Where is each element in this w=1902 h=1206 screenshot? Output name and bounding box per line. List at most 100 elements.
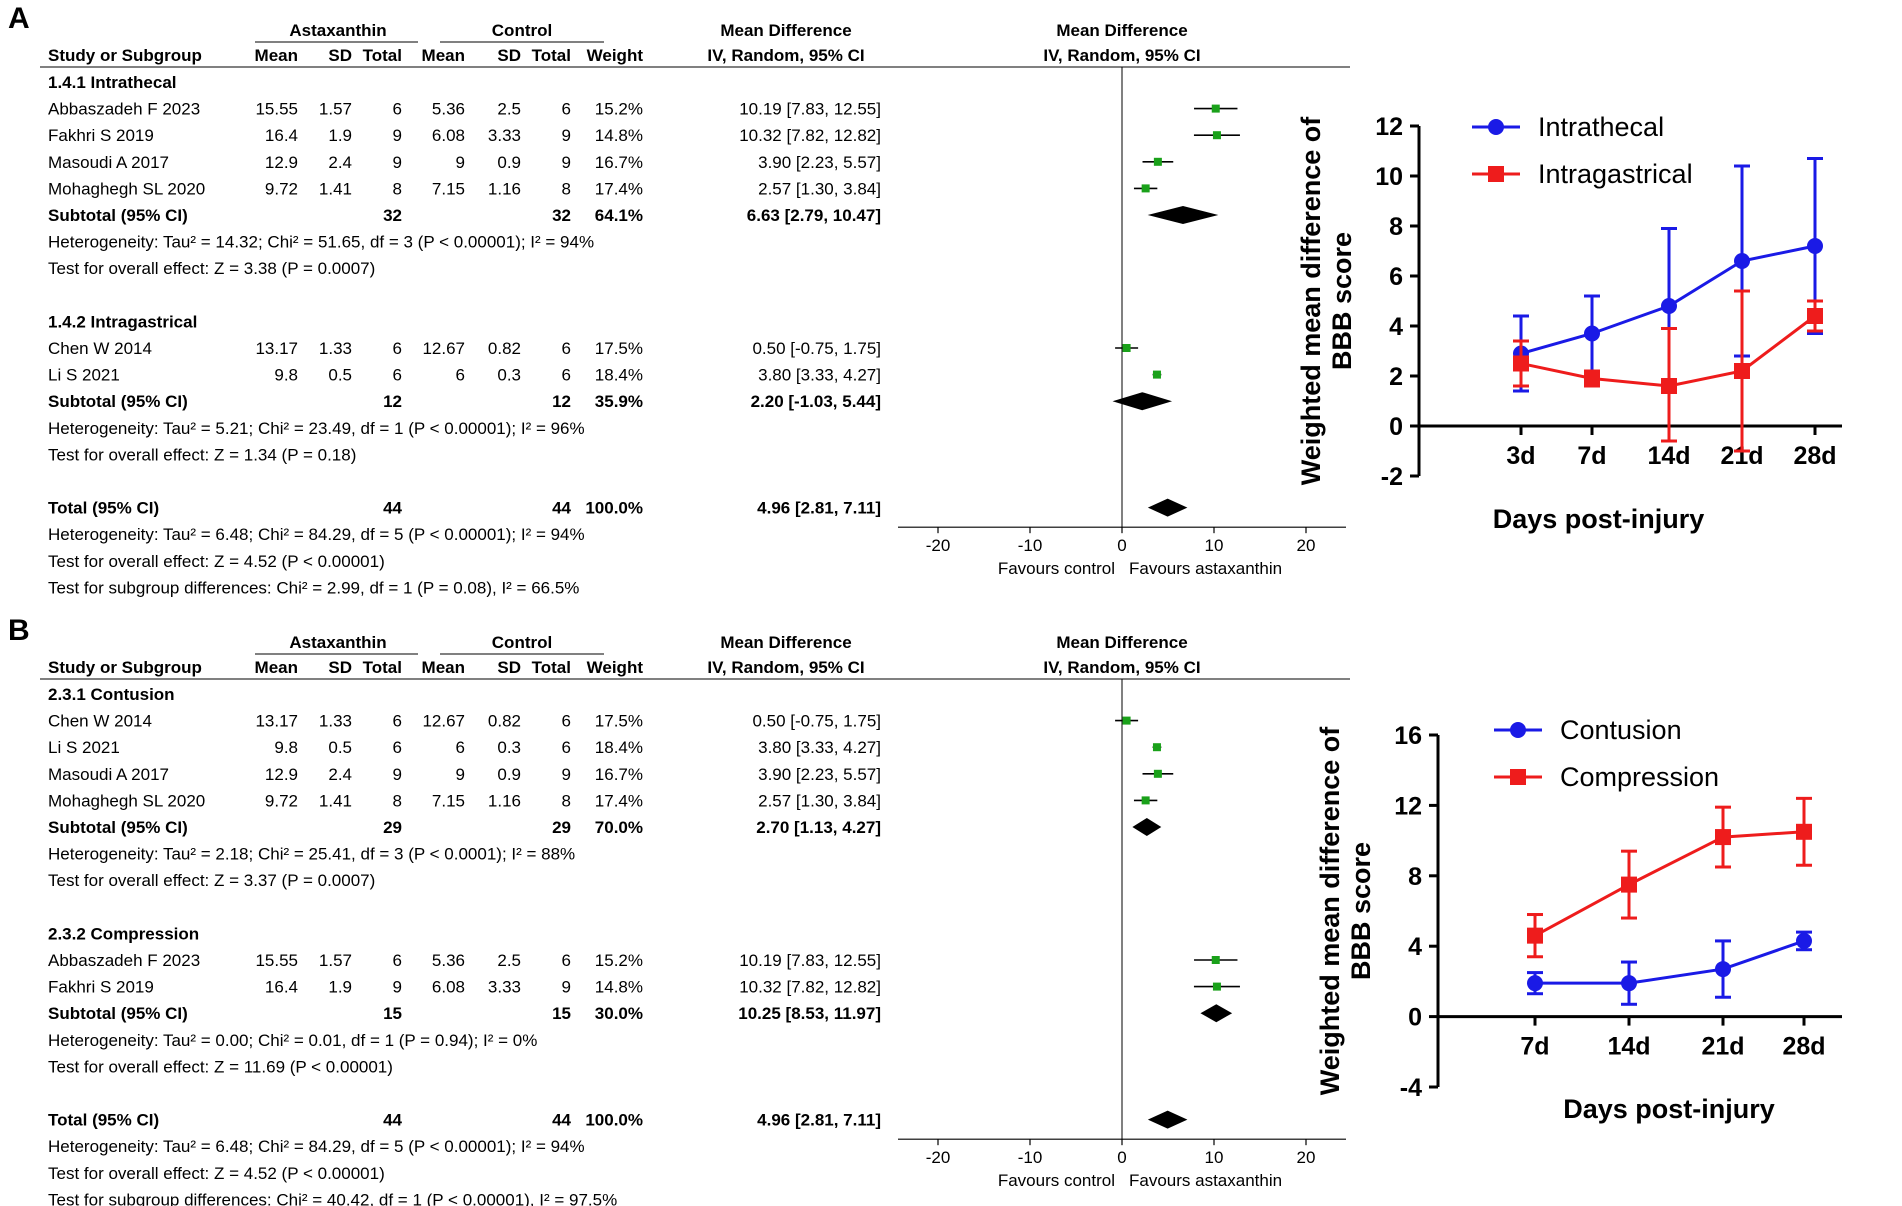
control-total: 15 [552,1004,571,1023]
control-total: 9 [562,153,571,172]
astaxanthin-total: 9 [393,126,402,145]
subgroup-heading: 1.4.2 Intragastrical [48,312,197,331]
column-header: Mean [422,658,465,677]
astaxanthin-mean: 16.4 [265,126,298,145]
panel-label-b: B [8,614,30,647]
statistics-note: Heterogeneity: Tau² = 0.00; Chi² = 0.01,… [48,1031,537,1050]
study-md-ci: 0.50 [-0.75, 1.75] [752,339,881,358]
control-total: 12 [552,392,571,411]
subtotal-label: Total (95% CI) [48,499,159,518]
study-md-ci: 10.32 [7.82, 12.82] [739,978,881,997]
control-total: 8 [562,791,571,810]
legend-label: Intrathecal [1538,112,1664,142]
favours-left-label: Favours control [998,1171,1115,1190]
astaxanthin-mean: 13.17 [255,712,298,731]
data-point-circle [1661,298,1677,314]
control-sd: 0.3 [497,738,521,757]
statistics-note: Test for overall effect: Z = 4.52 (P < 0… [48,1164,385,1183]
study-md-ci: 3.80 [3.33, 4.27] [758,366,881,385]
data-point-circle [1584,325,1600,342]
astaxanthin-total: 29 [383,818,402,837]
control-mean: 7.15 [432,791,465,810]
y-tick-label: -2 [1381,463,1403,491]
control-mean: 9 [456,153,465,172]
control-sd: 3.33 [488,978,521,997]
study-point-marker [1212,982,1221,991]
column-header: Total [363,46,402,65]
astaxanthin-mean: 9.72 [265,791,298,810]
control-mean: 12.67 [422,339,465,358]
subtotal-weight: 30.0% [595,1004,643,1023]
y-tick-label: 12 [1375,113,1403,141]
astaxanthin-total: 44 [383,1111,402,1130]
y-tick-label: -4 [1400,1074,1422,1102]
x-tick-label: 14d [1647,442,1690,470]
subgroup-heading: 2.3.2 Compression [48,924,199,943]
x-axis-title: Days post-injury [1493,504,1705,534]
control-sd: 0.82 [488,339,521,358]
column-header: Total [532,658,571,677]
column-header: Mean [422,46,465,65]
study-name: Fakhri S 2019 [48,978,154,997]
astaxanthin-sd: 1.57 [319,951,352,970]
control-mean: 6 [456,738,465,757]
study-weight: 17.5% [595,339,643,358]
md-subtitle: IV, Random, 95% CI [707,46,864,65]
plot-title: Mean Difference [1056,633,1187,652]
study-md-ci: 2.57 [1.30, 3.84] [758,179,881,198]
control-mean: 7.15 [432,179,465,198]
data-point-square [1513,355,1529,372]
data-point-circle [1715,961,1731,978]
astaxanthin-mean: 15.55 [255,951,298,970]
x-tick-label: 14d [1607,1033,1650,1061]
control-total: 29 [552,818,571,837]
study-point-marker [1122,716,1131,725]
data-point-square [1796,823,1812,840]
astaxanthin-total: 6 [393,951,402,970]
astaxanthin-total: 6 [393,366,402,385]
data-point-circle [1807,238,1823,254]
data-point-square [1584,370,1600,387]
study-weight: 14.8% [595,126,643,145]
y-tick-label: 4 [1389,313,1403,341]
column-header: Mean [255,658,298,677]
control-sd: 1.16 [488,179,521,198]
study-weight: 16.7% [595,153,643,172]
control-sd: 0.9 [497,765,521,784]
statistics-note: Heterogeneity: Tau² = 6.48; Chi² = 84.29… [48,1137,585,1156]
study-point-marker [1153,157,1162,166]
study-point-marker [1152,370,1161,379]
astaxanthin-total: 6 [393,738,402,757]
study-name: Abbaszadeh F 2023 [48,100,200,119]
control-total: 6 [562,339,571,358]
statistics-note: Heterogeneity: Tau² = 2.18; Chi² = 25.41… [48,845,575,864]
astaxanthin-mean: 15.55 [255,100,298,119]
astaxanthin-mean: 13.17 [255,339,298,358]
control-sd: 0.3 [497,366,521,385]
statistics-note: Test for overall effect: Z = 3.38 (P = 0… [48,259,375,278]
forest-plot-a: Astaxanthin Control Mean Difference Mean Di… [40,21,1350,597]
study-weight: 14.8% [595,978,643,997]
legend-label: Compression [1560,762,1719,792]
column-header: Weight [587,46,644,65]
forest-x-tick-label: 10 [1205,536,1224,555]
column-header: Weight [587,658,644,677]
md-title: Mean Difference [720,633,851,652]
control-total: 9 [562,978,571,997]
statistics-note: Heterogeneity: Tau² = 14.32; Chi² = 51.6… [48,233,594,252]
forest-x-tick-label: -10 [1018,536,1043,555]
x-tick-label: 3d [1506,442,1535,470]
study-name: Chen W 2014 [48,712,152,731]
control-total: 9 [562,765,571,784]
group2-header: Control [492,633,552,652]
astaxanthin-sd: 2.4 [328,153,352,172]
astaxanthin-mean: 16.4 [265,978,298,997]
legend-marker [1488,166,1504,182]
study-point-marker [1122,344,1131,352]
astaxanthin-total: 6 [393,712,402,731]
astaxanthin-mean: 12.9 [265,765,298,784]
x-axis-title: Days post-injury [1563,1094,1775,1124]
statistics-note: Test for overall effect: Z = 11.69 (P < … [48,1057,393,1076]
statistics-note: Test for overall effect: Z = 4.52 (P < 0… [48,552,385,571]
